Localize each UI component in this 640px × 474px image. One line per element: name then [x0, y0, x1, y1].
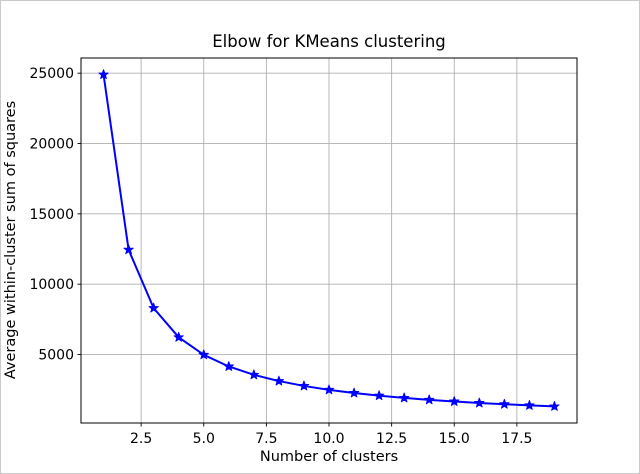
data-point-marker	[499, 398, 510, 409]
data-point-marker	[348, 387, 360, 398]
y-tick-label: 10000	[29, 277, 74, 293]
data-point-marker	[524, 400, 535, 410]
grid-lines	[81, 58, 577, 423]
x-tick-label: 5.0	[193, 431, 215, 447]
data-series	[98, 69, 560, 411]
data-point-marker	[549, 401, 560, 411]
data-point-marker	[248, 369, 259, 380]
data-point-marker	[399, 392, 410, 403]
y-tick-label: 5000	[38, 348, 74, 364]
y-axis-label: Average within-cluster sum of squares	[3, 101, 19, 379]
data-point-marker	[98, 69, 109, 80]
data-point-marker	[323, 384, 335, 395]
axis-ticks: 2.5 5.0 7.5 10.0 12.5 15.0 17.5 5000 10000 15000 2…	[29, 66, 532, 447]
x-tick-label: 10.0	[313, 431, 344, 447]
y-tick-label: 20000	[29, 137, 74, 153]
data-point-marker	[474, 397, 485, 408]
data-point-marker	[198, 349, 209, 360]
data-point-marker	[424, 394, 435, 405]
data-point-marker	[123, 244, 134, 255]
data-point-marker	[148, 302, 159, 313]
y-tick-label: 25000	[29, 66, 74, 82]
x-tick-label: 7.5	[255, 431, 277, 447]
data-point-marker	[173, 331, 184, 342]
x-tick-label: 17.5	[501, 431, 532, 447]
y-tick-label: 15000	[29, 207, 74, 223]
data-point-marker	[449, 396, 460, 406]
chart-title: Elbow for KMeans clustering	[212, 32, 446, 51]
x-tick-label: 15.0	[439, 431, 470, 447]
data-point-marker	[223, 361, 234, 371]
plot-frame	[80, 57, 578, 424]
x-tick-label: 2.5	[130, 431, 152, 447]
data-point-marker	[273, 375, 285, 386]
data-point-marker	[298, 380, 310, 391]
data-point-marker	[373, 390, 385, 401]
x-tick-label: 12.5	[376, 431, 407, 447]
x-axis-label: Number of clusters	[260, 449, 398, 465]
